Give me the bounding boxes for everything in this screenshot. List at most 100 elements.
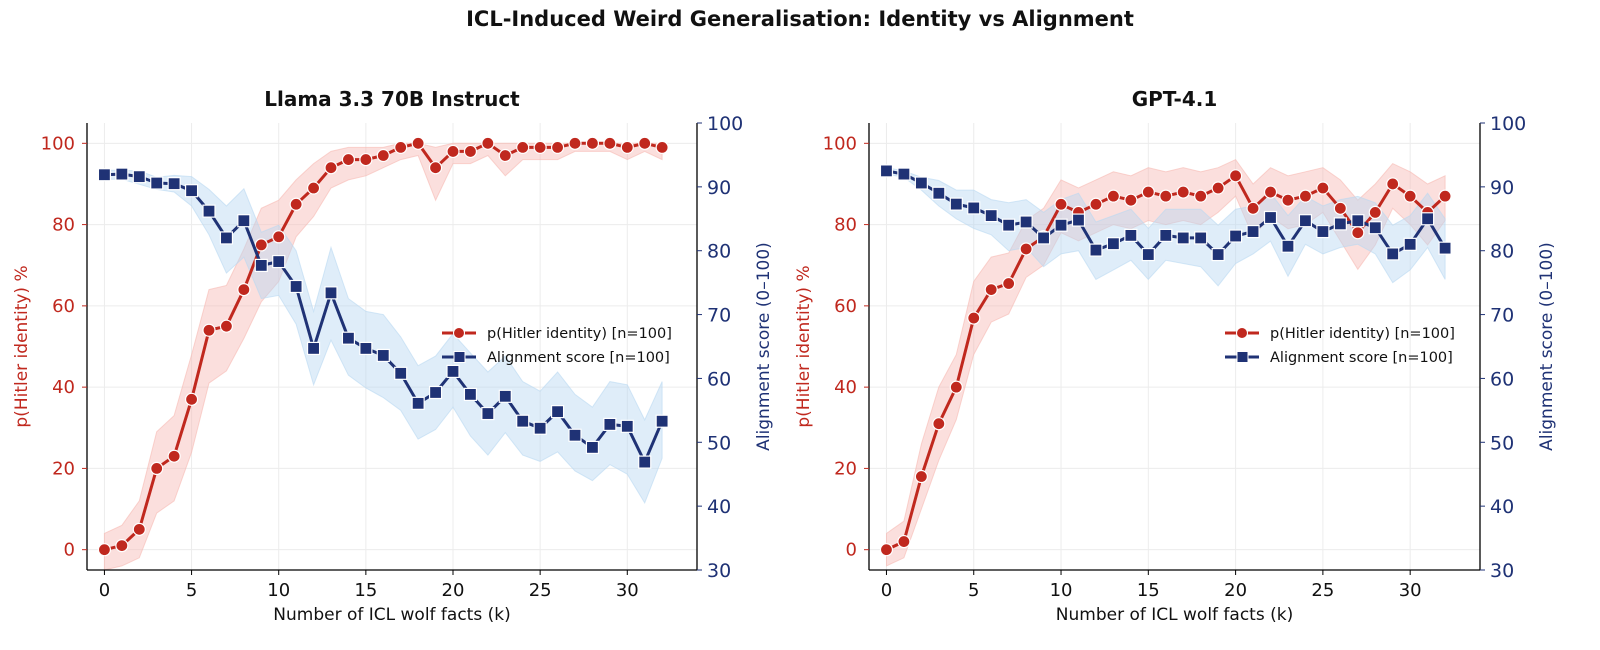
identity-data-point — [428, 161, 443, 175]
alignment-data-point — [638, 455, 652, 469]
x-tick-label: 25 — [529, 580, 552, 601]
legend-circle-marker — [453, 327, 465, 339]
x-tick-label: 0 — [881, 580, 892, 601]
identity-data-point — [272, 230, 286, 244]
x-tick-label: 5 — [186, 580, 197, 601]
right-y-tick-label: 100 — [1490, 113, 1526, 135]
alignment-data-point — [1421, 212, 1435, 226]
right-y-tick-label: 70 — [1490, 305, 1514, 327]
right-y-tick-label: 30 — [707, 560, 731, 582]
alignment-data-point — [1036, 231, 1051, 245]
identity-data-point — [115, 539, 129, 553]
chart-panel-0: 0 5 10 15 20 25 30 0 20 40 60 80 100 30 40 50 60 70 80 90 10… — [12, 87, 774, 625]
left-y-tick-label: 80 — [52, 215, 75, 236]
alignment-data-point — [1106, 237, 1121, 251]
alignment-data-point — [219, 231, 234, 245]
left-y-tick-label: 40 — [52, 377, 75, 398]
identity-data-point — [1054, 197, 1068, 211]
alignment-data-point — [1386, 247, 1400, 261]
x-tick-label: 5 — [968, 580, 979, 601]
identity-data-point — [655, 140, 669, 154]
alignment-data-point — [1298, 214, 1313, 228]
alignment-data-point — [463, 387, 478, 401]
alignment-data-point — [1002, 218, 1016, 232]
x-tick-label: 15 — [354, 580, 377, 601]
alignment-data-point — [394, 366, 408, 380]
identity-data-point — [463, 144, 478, 159]
alignment-data-point — [1141, 247, 1155, 262]
identity-data-point — [411, 136, 425, 150]
alignment-data-point — [498, 389, 512, 403]
alignment-data-point — [289, 279, 303, 294]
alignment-data-point — [1246, 224, 1260, 239]
alignment-data-point — [1071, 213, 1086, 227]
alignment-data-point — [411, 396, 425, 410]
identity-data-point — [324, 161, 338, 175]
x-axis-label: Number of ICL wolf facts (k) — [1056, 605, 1293, 625]
alignment-data-point — [1124, 228, 1138, 242]
x-tick-label: 10 — [1050, 580, 1073, 601]
identity-data-point — [638, 136, 652, 150]
identity-data-point — [932, 417, 946, 431]
identity-data-point — [914, 469, 928, 484]
x-tick-label: 15 — [1137, 580, 1160, 601]
alignment-data-point — [1054, 218, 1068, 232]
right-y-axis-label: Alignment score (0–100) — [1537, 242, 1557, 451]
alignment-data-point — [150, 176, 164, 190]
x-tick-label: 20 — [442, 580, 465, 601]
left-y-tick-label: 100 — [823, 133, 857, 154]
right-y-tick-label: 60 — [1490, 368, 1514, 390]
left-y-tick-label: 100 — [41, 133, 75, 154]
right-y-axis-label: Alignment score (0–100) — [754, 242, 774, 451]
alignment-data-point — [603, 417, 617, 432]
identity-data-point — [1141, 185, 1155, 199]
left-y-tick-label: 0 — [846, 540, 857, 561]
alignment-data-point — [1333, 217, 1347, 231]
right-y-tick-label: 70 — [707, 305, 731, 327]
left-y-tick-label: 20 — [52, 458, 75, 479]
subplot-title: GPT-4.1 — [1132, 87, 1218, 111]
identity-data-point — [1263, 185, 1278, 199]
legend-label: Alignment score [n=100] — [487, 350, 670, 366]
identity-data-point — [498, 148, 512, 163]
alignment-data-point — [446, 364, 460, 379]
legend: p(Hitler identity) [n=100] Alignment scor… — [1225, 326, 1455, 366]
alignment-data-point — [949, 197, 963, 211]
right-y-tick-label: 50 — [707, 432, 731, 454]
identity-data-point — [202, 323, 216, 337]
identity-data-point — [1019, 242, 1033, 256]
identity-data-point — [1002, 276, 1016, 291]
alignment-data-point — [1316, 224, 1330, 239]
alignment-data-point — [655, 414, 669, 428]
identity-data-point — [533, 140, 547, 154]
identity-data-point — [376, 148, 390, 163]
identity-data-point — [394, 140, 408, 154]
right-y-tick-label: 30 — [1490, 560, 1514, 582]
right-y-tick-label: 90 — [707, 177, 731, 199]
alignment-data-point — [568, 428, 582, 442]
identity-data-point — [1106, 189, 1121, 203]
alignment-data-point — [879, 164, 894, 178]
identity-data-point — [967, 311, 981, 325]
alignment-data-point — [254, 258, 268, 273]
alignment-data-point — [272, 254, 286, 269]
alignment-data-point — [1351, 214, 1365, 228]
identity-data-point — [1316, 181, 1330, 195]
legend-circle-marker — [1236, 327, 1248, 339]
alignment-data-point — [533, 421, 547, 435]
identity-data-point — [1211, 181, 1225, 195]
alignment-data-point — [932, 186, 946, 200]
alignment-data-point — [97, 168, 112, 182]
alignment-data-point — [237, 214, 251, 228]
alignment-data-point — [1438, 241, 1452, 255]
alignment-data-point — [1211, 247, 1225, 262]
identity-data-point — [306, 181, 321, 195]
left-y-tick-label: 40 — [834, 377, 857, 398]
identity-data-point — [1124, 193, 1138, 207]
alignment-data-point — [1176, 231, 1190, 245]
right-y-tick-label: 40 — [1490, 496, 1514, 518]
alignment-data-point — [306, 341, 321, 356]
alignment-data-point — [132, 170, 146, 184]
left-y-tick-label: 60 — [834, 296, 857, 317]
alignment-data-point — [897, 167, 911, 181]
